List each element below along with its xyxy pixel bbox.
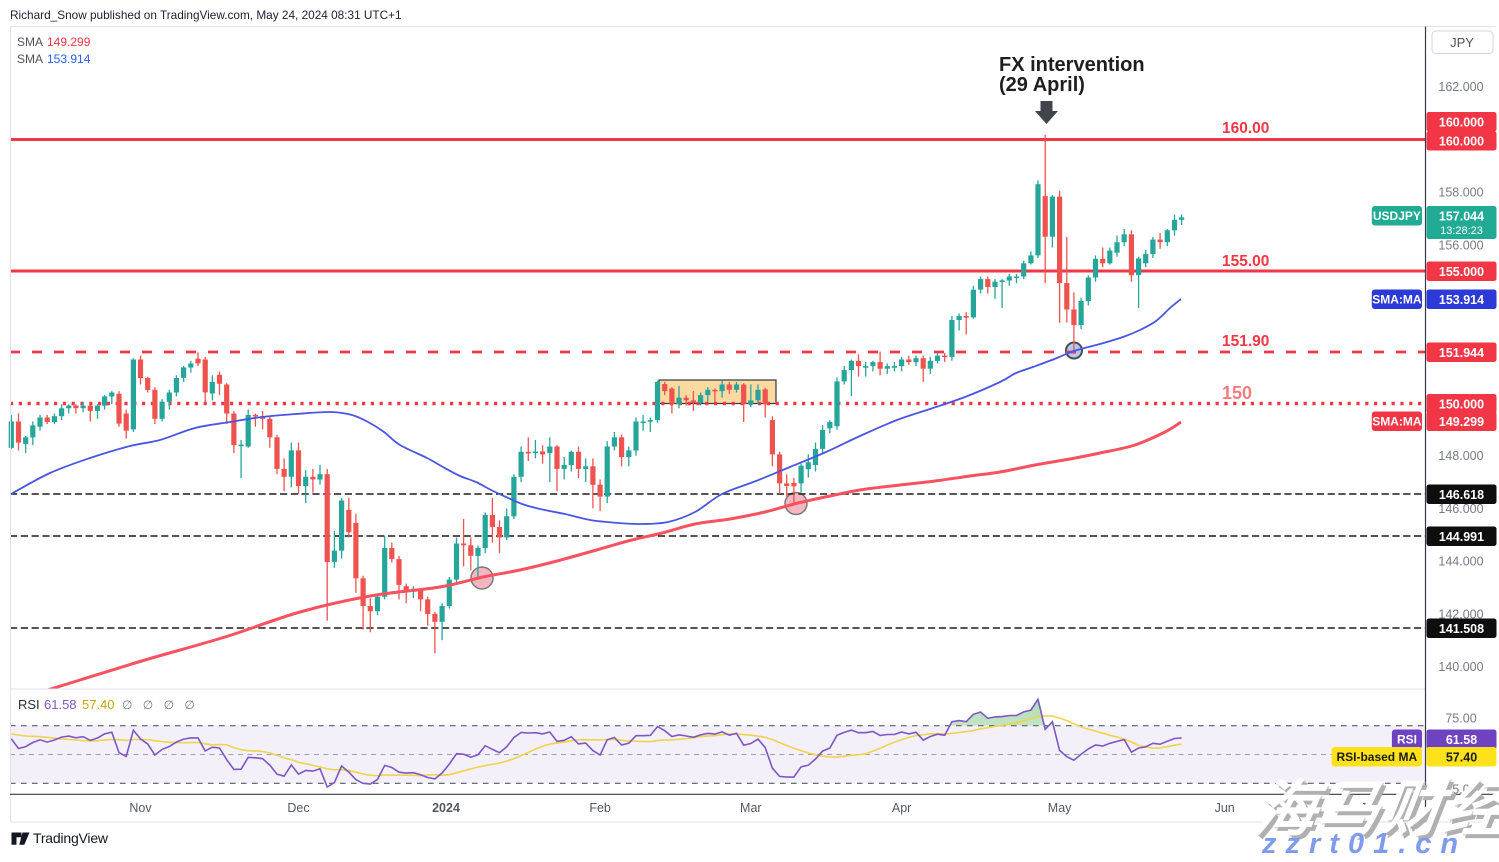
svg-text:150: 150 (1222, 383, 1252, 403)
svg-text:160.00: 160.00 (1222, 120, 1269, 137)
svg-text:TradingView: TradingView (33, 830, 109, 846)
svg-text:57.40: 57.40 (1446, 750, 1477, 764)
svg-text:∅ ∅ ∅ ∅: ∅ ∅ ∅ ∅ (122, 698, 198, 712)
svg-text:SMA:MA: SMA:MA (1372, 415, 1422, 429)
svg-text:155.00: 155.00 (1222, 253, 1269, 270)
svg-text:150.000: 150.000 (1439, 397, 1484, 411)
svg-text:SMA: SMA (17, 52, 43, 66)
svg-text:Jun: Jun (1215, 801, 1235, 815)
svg-text:2024: 2024 (432, 801, 460, 815)
svg-text:149.299: 149.299 (47, 35, 91, 49)
svg-text:142.000: 142.000 (1438, 607, 1483, 621)
svg-text:(29 April): (29 April) (999, 74, 1085, 96)
svg-text:160.000: 160.000 (1439, 115, 1484, 129)
svg-text:61.58: 61.58 (1446, 733, 1477, 747)
svg-text:RSI-based MA: RSI-based MA (1336, 750, 1417, 764)
svg-text:153.914: 153.914 (1439, 293, 1484, 307)
svg-text:146.618: 146.618 (1439, 488, 1484, 502)
svg-text:151.90: 151.90 (1222, 333, 1269, 350)
svg-text:155.000: 155.000 (1439, 265, 1484, 279)
svg-text:Nov: Nov (129, 801, 152, 815)
svg-text:141.508: 141.508 (1439, 622, 1484, 636)
svg-text:Jul: Jul (1360, 801, 1376, 815)
svg-text:148.000: 148.000 (1438, 449, 1483, 463)
svg-text:144.991: 144.991 (1439, 530, 1484, 544)
svg-text:Apr: Apr (892, 801, 911, 815)
svg-text:57.40: 57.40 (82, 697, 115, 712)
svg-text:Richard_Snow published on Trad: Richard_Snow published on TradingView.co… (10, 8, 402, 22)
svg-text:158.000: 158.000 (1438, 186, 1483, 200)
svg-text:149.299: 149.299 (1439, 415, 1484, 429)
svg-text:USDJPY: USDJPY (1373, 209, 1421, 223)
svg-text:Feb: Feb (589, 801, 611, 815)
svg-text:RSI: RSI (1397, 733, 1417, 747)
svg-text:153.914: 153.914 (47, 52, 91, 66)
svg-text:SMA:MA: SMA:MA (1372, 293, 1422, 307)
svg-text:Mar: Mar (740, 801, 762, 815)
svg-text:151.944: 151.944 (1439, 346, 1484, 360)
svg-text:144.000: 144.000 (1438, 555, 1483, 569)
svg-text:157.044: 157.044 (1439, 210, 1484, 224)
svg-text:FX intervention: FX intervention (999, 54, 1145, 76)
svg-text:13:28:23: 13:28:23 (1440, 225, 1483, 237)
svg-text:SMA: SMA (17, 35, 43, 49)
svg-text:25.00: 25.00 (1445, 783, 1476, 797)
svg-text:162.000: 162.000 (1438, 80, 1483, 94)
svg-text:75.00: 75.00 (1445, 712, 1476, 726)
svg-text:Dec: Dec (287, 801, 309, 815)
svg-text:156.000: 156.000 (1438, 238, 1483, 252)
svg-text:JPY: JPY (1450, 35, 1474, 50)
svg-text:May: May (1048, 801, 1072, 815)
svg-text:160.000: 160.000 (1439, 134, 1484, 148)
svg-text:140.000: 140.000 (1438, 660, 1483, 674)
svg-text:146.000: 146.000 (1438, 502, 1483, 516)
svg-text:61.58: 61.58 (44, 697, 77, 712)
svg-text:RSI: RSI (18, 697, 40, 712)
